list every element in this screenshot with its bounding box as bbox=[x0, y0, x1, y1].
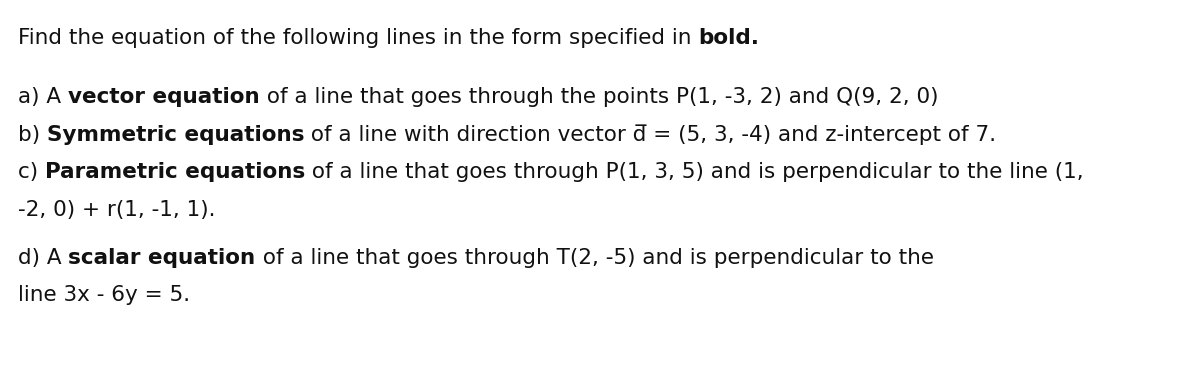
Text: line 3x - 6y = 5.: line 3x - 6y = 5. bbox=[18, 285, 190, 306]
Text: d) A: d) A bbox=[18, 248, 68, 268]
Text: of a line that goes through P(1, 3, 5) and is perpendicular to the line (1,: of a line that goes through P(1, 3, 5) a… bbox=[305, 162, 1084, 182]
Text: c): c) bbox=[18, 162, 46, 182]
Text: of a line that goes through T(2, -5) and is perpendicular to the: of a line that goes through T(2, -5) and… bbox=[256, 248, 934, 268]
Text: of a line that goes through the points P(1, -3, 2) and Q(9, 2, 0): of a line that goes through the points P… bbox=[259, 87, 938, 107]
Text: Find the equation of the following lines in the form specified in: Find the equation of the following lines… bbox=[18, 28, 698, 48]
Text: vector equation: vector equation bbox=[68, 87, 259, 107]
Text: -2, 0) + r(1, -1, 1).: -2, 0) + r(1, -1, 1). bbox=[18, 200, 216, 220]
Text: Symmetric equations: Symmetric equations bbox=[47, 125, 305, 145]
Text: b): b) bbox=[18, 125, 47, 145]
Text: of a line with direction vector d̅ = (5, 3, -4) and z-intercept of 7.: of a line with direction vector d̅ = (5,… bbox=[305, 125, 997, 145]
Text: a) A: a) A bbox=[18, 87, 68, 107]
Text: Parametric equations: Parametric equations bbox=[46, 162, 305, 182]
Text: scalar equation: scalar equation bbox=[68, 248, 256, 268]
Text: bold.: bold. bbox=[698, 28, 760, 48]
